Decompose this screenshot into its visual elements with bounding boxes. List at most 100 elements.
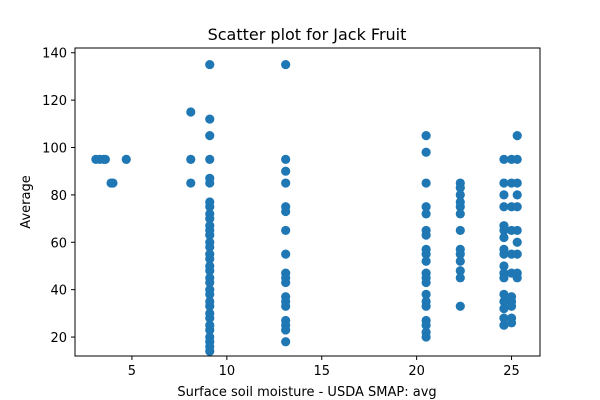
x-tick-label: 10 [219,364,236,379]
data-point [499,190,509,200]
data-point [108,178,118,188]
data-point [205,230,215,240]
data-point [100,154,110,164]
y-tick-label: 100 [42,142,67,157]
data-point [186,107,196,117]
y-tick-label: 20 [50,331,67,346]
data-point [455,266,465,276]
data-point [512,237,522,247]
data-point [512,273,522,283]
data-point [499,202,509,212]
data-point [281,277,291,288]
data-point [205,266,215,276]
data-point [205,59,215,70]
data-point [499,313,509,323]
data-point [512,178,522,188]
data-point [455,202,465,212]
data-point [205,277,215,288]
data-point [499,289,509,299]
data-point [499,304,509,314]
data-point [499,225,509,236]
data-point [121,154,131,164]
data-point [506,301,517,311]
data-point [512,190,522,200]
data-point [281,166,291,176]
data-point [499,273,509,283]
data-point [499,296,509,307]
x-axis-ticks: 5 10 15 20 25 [128,356,520,379]
data-point [421,178,431,188]
data-point [421,209,431,219]
data-point [205,346,215,356]
data-point [421,256,431,266]
data-point [499,154,509,164]
data-point [421,301,431,311]
y-tick-label: 40 [50,284,67,299]
data-point [455,273,465,283]
y-tick-label: 120 [42,94,67,109]
data-point [512,249,522,259]
data-point [205,178,215,188]
data-point [455,256,465,266]
data-point [421,202,431,212]
data-point [455,249,465,259]
data-point [281,225,291,236]
data-point [281,178,291,188]
data-points [91,59,522,356]
data-point [205,242,215,252]
data-point [455,190,465,200]
data-point [512,225,522,236]
x-tick-label: 20 [408,364,425,379]
y-axis-ticks: 20 40 60 80 100 120 140 [42,47,75,346]
y-axis-label: Average [19,175,34,228]
data-point [205,114,215,124]
data-point [205,325,215,335]
y-tick-label: 80 [50,189,67,204]
data-point [186,178,196,188]
data-point [421,277,431,288]
chart-title: Scatter plot for Jack Fruit [208,25,407,44]
data-point [205,313,215,323]
data-point [499,232,509,243]
data-point [512,202,522,212]
x-tick-label: 5 [128,364,136,379]
data-point [506,318,517,328]
data-point [205,202,215,212]
x-tick-label: 25 [503,364,520,379]
data-point [281,325,291,335]
data-point [281,154,291,164]
data-point [421,320,431,330]
x-tick-label: 15 [313,364,330,379]
data-point [421,147,431,157]
data-point [281,301,291,311]
data-point [512,131,522,141]
data-point [421,131,431,141]
plot-frame [74,47,541,357]
x-axis-label: Surface soil moisture - USDA SMAP: avg [177,385,436,400]
data-point [205,254,215,264]
data-point [455,183,465,193]
data-point [512,154,522,164]
data-point [205,213,215,224]
data-point [186,154,196,164]
data-point [205,131,215,141]
y-tick-label: 60 [50,236,67,251]
data-point [421,230,431,240]
data-point [281,249,291,259]
data-point [499,249,509,259]
data-point [455,225,465,236]
data-point [421,249,431,259]
data-point [205,301,215,311]
data-point [281,59,291,70]
data-point [499,178,509,188]
data-point [421,332,431,342]
data-point [499,261,509,271]
data-point [499,320,509,330]
data-point [421,289,431,299]
data-point [281,337,291,347]
data-point [281,206,291,217]
data-point [205,289,215,299]
data-point [205,154,215,164]
